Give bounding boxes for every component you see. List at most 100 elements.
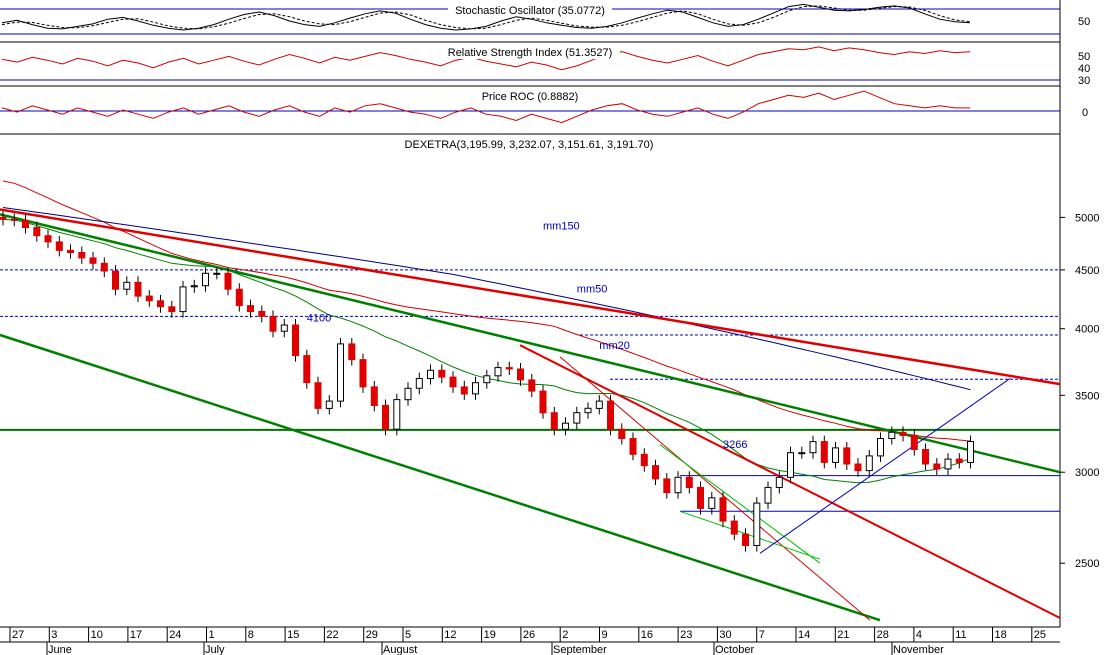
candle-down: [10, 218, 18, 221]
candle-down: [843, 447, 851, 465]
candle-down: [22, 219, 29, 228]
x-tick-16: 16: [641, 629, 653, 641]
candle-down: [618, 428, 626, 439]
candle-down: [224, 272, 232, 290]
roc-ytick-0: 0: [1082, 107, 1088, 119]
candle-down: [730, 520, 738, 535]
candle-up: [832, 447, 839, 463]
x-tick-29: 29: [366, 629, 378, 641]
price-ytick-4500: 4500: [1075, 265, 1099, 277]
month-june: June: [48, 644, 72, 655]
x-tick-2: 2: [562, 629, 568, 641]
candle-up: [888, 431, 896, 439]
candle-up: [337, 343, 344, 402]
candle-up: [202, 272, 209, 287]
stochastic-series-0: [1, 3, 971, 31]
x-tick-17: 17: [130, 629, 142, 641]
green-lower-channel-line: [0, 333, 881, 622]
candle-up: [787, 452, 794, 478]
x-tick-21: 21: [837, 629, 849, 641]
x-tick-11: 11: [955, 629, 966, 641]
x-tick-25: 25: [1034, 629, 1046, 641]
x-tick-12: 12: [444, 629, 456, 641]
rsi-ytick-30: 30: [1078, 75, 1090, 87]
x-tick-26: 26: [523, 629, 535, 641]
candle-down: [438, 369, 446, 378]
candle-down: [854, 463, 862, 472]
candle-down: [820, 441, 828, 463]
x-tick-4: 4: [916, 629, 922, 641]
price-ytick-2500: 2500: [1075, 558, 1099, 570]
candle-up: [427, 369, 434, 379]
month-october: October: [715, 644, 754, 655]
candle-down: [145, 295, 153, 302]
rsi-series-0: [1, 46, 971, 71]
candle-up: [584, 407, 592, 414]
candle-down: [539, 390, 547, 414]
red-downtrend-line: [0, 208, 1061, 386]
candle-down: [269, 315, 277, 332]
price-ytick-3000: 3000: [1075, 467, 1099, 479]
green-thin-channel-line-2: [679, 510, 821, 560]
candle-down: [697, 486, 704, 509]
candle-up: [123, 281, 131, 290]
candle-down: [100, 262, 108, 272]
candle-down: [89, 257, 97, 264]
candle-up: [798, 452, 806, 455]
x-tick-8: 8: [248, 629, 254, 641]
x-tick-15: 15: [287, 629, 299, 641]
x-tick-18: 18: [995, 629, 1007, 641]
month-september: September: [553, 644, 607, 655]
candle-up: [562, 422, 569, 430]
candle-down: [663, 478, 671, 494]
candle-down: [33, 227, 41, 237]
candle-up: [595, 400, 603, 409]
rsi-title: Relative Strength Index (51.3527): [448, 47, 613, 59]
candle-down: [933, 463, 941, 470]
month-august: August: [383, 644, 417, 655]
candle-down: [505, 367, 513, 370]
candle-down: [0, 216, 7, 220]
candle-up: [190, 285, 198, 288]
candle-down: [719, 497, 727, 522]
candle-down: [550, 412, 558, 430]
candle-up: [404, 387, 412, 401]
candle-down: [157, 300, 164, 308]
candle-up: [213, 272, 221, 275]
annotation-3266: 3266: [723, 439, 747, 451]
candle-up: [674, 476, 682, 494]
candle-up: [494, 367, 502, 377]
x-tick-1: 1: [209, 629, 215, 641]
annotation-mm50: mm50: [577, 284, 608, 296]
x-tick-7: 7: [759, 629, 765, 641]
candle-up: [393, 399, 401, 430]
rsi-panel: Relative Strength Index (51.3527) 50 40 …: [0, 42, 1090, 87]
candle-up: [573, 412, 581, 424]
price-ytick-4000: 4000: [1075, 324, 1099, 336]
x-tick-14: 14: [798, 629, 810, 641]
candle-up: [809, 441, 817, 454]
candle-up: [472, 382, 479, 395]
price-title: DEXETRA(3,195.99, 3,232.07, 3,151.61, 3,…: [405, 139, 654, 151]
green-upper-channel-line: [0, 213, 1061, 474]
candle-down: [370, 386, 378, 406]
candle-up: [877, 438, 884, 457]
candle-up: [708, 497, 716, 509]
x-tick-5: 5: [405, 629, 411, 641]
candle-up: [753, 502, 761, 547]
candle-down: [44, 235, 52, 243]
candle-down: [292, 324, 299, 357]
candle-down: [922, 449, 929, 465]
stochastic-panel: Stochastic Oscillator (35.0772) 50: [0, 0, 1090, 43]
stochastic-ytick-50: 50: [1078, 16, 1090, 28]
candle-down: [247, 305, 254, 313]
x-tick-24: 24: [169, 629, 181, 641]
roc-title: Price ROC (0.8882): [482, 91, 579, 103]
roc-series-0: [1, 90, 970, 124]
candle-down: [112, 270, 119, 290]
candle-down: [168, 306, 176, 313]
x-axis: 27 3 10 17 24 1 8 15 22 29 5 12 19 26 2 9 16 23 30 7 14 21 28 4…: [0, 627, 1060, 655]
candle-down: [910, 434, 918, 450]
rsi-ytick-50: 50: [1078, 51, 1090, 63]
